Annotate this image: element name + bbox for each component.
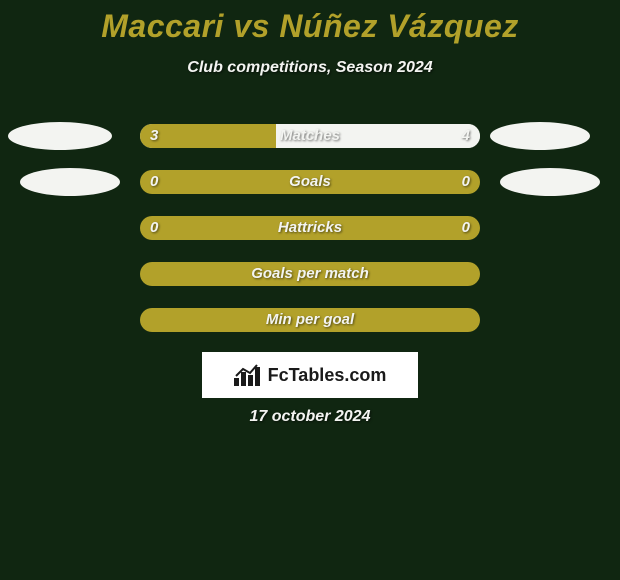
stat-row: Hattricks00 xyxy=(0,216,620,240)
decorative-ellipse xyxy=(8,122,112,150)
bar-track xyxy=(140,262,480,286)
decorative-ellipse xyxy=(20,168,120,196)
decorative-ellipse xyxy=(500,168,600,196)
stat-row: Goals per match xyxy=(0,262,620,286)
page-subtitle: Club competitions, Season 2024 xyxy=(0,59,620,77)
stat-value-left: 0 xyxy=(150,170,158,194)
bar-track xyxy=(140,124,480,148)
page-title: Maccari vs Núñez Vázquez xyxy=(0,0,620,45)
branding-text: FcTables.com xyxy=(268,365,387,386)
stat-row: Goals00 xyxy=(0,170,620,194)
decorative-ellipse xyxy=(490,122,590,150)
stat-value-left: 0 xyxy=(150,216,158,240)
chart-icon xyxy=(234,364,262,386)
stat-value-left: 3 xyxy=(150,124,158,148)
bar-track xyxy=(140,308,480,332)
stat-value-right: 4 xyxy=(462,124,470,148)
stat-value-right: 0 xyxy=(462,216,470,240)
stat-row: Matches34 xyxy=(0,124,620,148)
generated-date: 17 october 2024 xyxy=(0,408,620,426)
stat-rows: Matches34Goals00Hattricks00Goals per mat… xyxy=(0,124,620,354)
comparison-infographic: Maccari vs Núñez Vázquez Club competitio… xyxy=(0,0,620,580)
bar-track xyxy=(140,170,480,194)
stat-row: Min per goal xyxy=(0,308,620,332)
bar-left xyxy=(140,124,276,148)
bar-right xyxy=(276,124,480,148)
branding-box: FcTables.com xyxy=(202,352,418,398)
stat-value-right: 0 xyxy=(462,170,470,194)
bar-track xyxy=(140,216,480,240)
